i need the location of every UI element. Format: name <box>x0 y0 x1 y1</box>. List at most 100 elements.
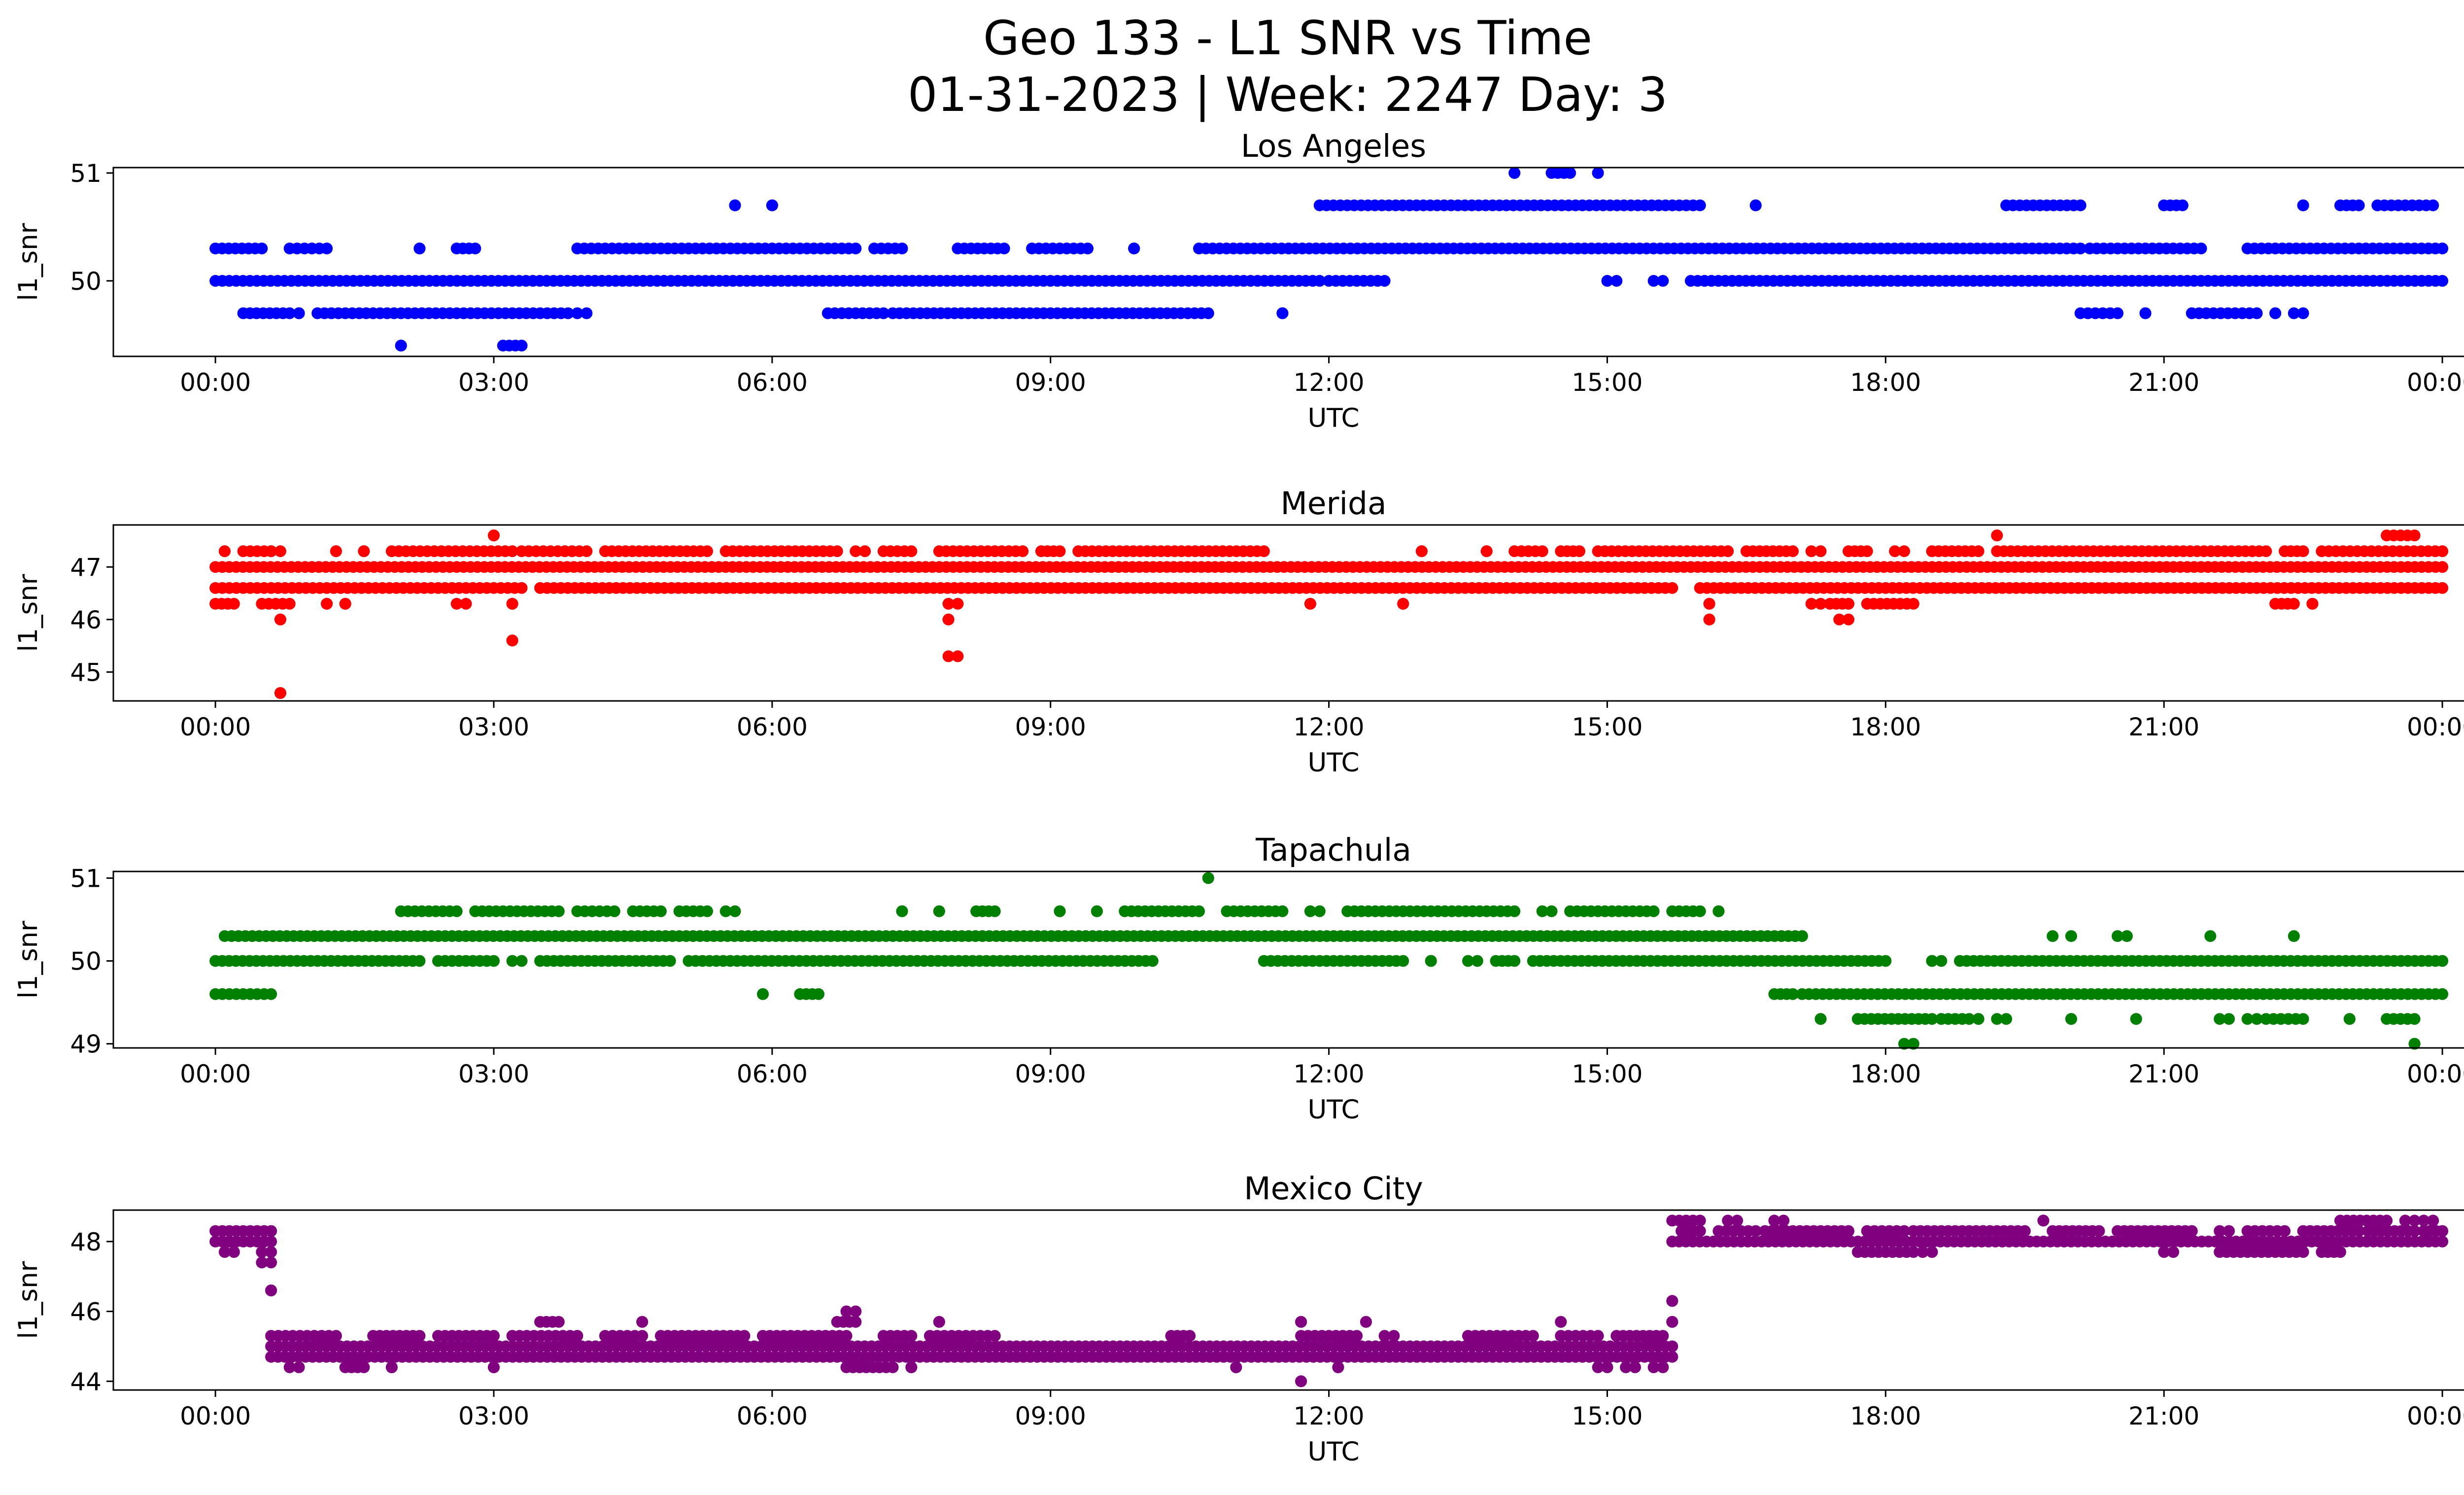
data-point <box>469 243 481 255</box>
data-point <box>2279 1225 2291 1237</box>
data-point <box>1657 275 1669 287</box>
x-tick-label: 00:00 <box>180 368 251 397</box>
figure-title-line2: 01-31-2023 | Week: 2247 Day: 3 <box>908 68 1668 122</box>
data-point <box>1666 582 1678 594</box>
data-point <box>2306 597 2319 610</box>
data-point <box>2241 1013 2254 1025</box>
data-point <box>998 243 1010 255</box>
data-point <box>1184 1330 1196 1342</box>
data-point <box>2186 1225 2198 1237</box>
data-point <box>831 545 843 557</box>
data-point <box>274 545 286 557</box>
data-point <box>1666 1316 1678 1328</box>
data-point <box>1397 955 1409 967</box>
x-tick-label: 21:00 <box>2128 1402 2199 1430</box>
data-point <box>1128 243 1140 255</box>
data-point <box>330 545 342 557</box>
x-tick-label: 21:00 <box>2128 368 2199 397</box>
data-point <box>757 988 769 1000</box>
data-point <box>506 545 518 557</box>
data-point <box>1898 1225 1910 1237</box>
data-point <box>942 650 955 662</box>
y-tick-label: 47 <box>70 553 102 582</box>
x-tick-label: 00:00 <box>180 1060 251 1088</box>
y-tick-label: 50 <box>70 267 102 296</box>
data-point <box>608 905 620 917</box>
data-point <box>1666 1340 1678 1353</box>
data-point <box>850 243 862 255</box>
data-point <box>1082 243 1094 255</box>
data-point <box>729 199 741 211</box>
data-point <box>2214 1013 2226 1025</box>
x-tick-label: 21:00 <box>2128 713 2199 741</box>
data-point <box>1545 905 1558 917</box>
subplot-title: Mexico City <box>1244 1171 1423 1207</box>
subplot-title: Merida <box>1280 486 1386 522</box>
data-point <box>256 1246 268 1258</box>
axes-frame <box>112 167 2464 357</box>
x-tick-label: 06:00 <box>737 713 808 741</box>
data-point <box>2167 1246 2179 1258</box>
data-point <box>2334 1246 2346 1258</box>
data-point <box>2399 1215 2411 1227</box>
data-point <box>766 199 778 211</box>
data-point <box>2112 307 2123 319</box>
data-point <box>1601 1361 1613 1373</box>
data-point <box>2436 545 2449 557</box>
data-point <box>488 529 500 542</box>
data-point <box>1054 905 1066 917</box>
y-tick-label: 46 <box>70 1298 102 1326</box>
x-tick-label: 12:00 <box>1294 1060 1365 1088</box>
data-point <box>1749 199 1762 211</box>
data-point <box>1601 275 1613 287</box>
series-points <box>209 167 2449 352</box>
data-point <box>358 545 370 557</box>
data-point <box>2093 1225 2105 1237</box>
data-point <box>2408 1038 2421 1050</box>
data-point <box>1861 545 1873 557</box>
data-point <box>1833 613 1846 626</box>
data-point <box>274 613 286 626</box>
data-point <box>265 1235 277 1248</box>
data-point <box>1657 1361 1669 1373</box>
data-point <box>2074 243 2087 255</box>
x-tick-label: 15:00 <box>1572 1402 1643 1430</box>
data-point <box>1351 1330 1363 1342</box>
x-axis-label: UTC <box>1307 1095 1359 1125</box>
data-point <box>1564 167 1576 179</box>
data-point <box>2019 1225 2031 1237</box>
data-point <box>1313 905 1326 917</box>
x-tick-label: 00:00 <box>2407 1060 2464 1088</box>
data-point <box>1805 597 1817 610</box>
data-point <box>1202 872 1214 884</box>
x-tick-label: 09:00 <box>1015 1060 1086 1088</box>
data-point <box>358 1361 370 1373</box>
data-point <box>1508 167 1521 179</box>
data-point <box>1907 597 1919 610</box>
data-point <box>1610 275 1623 287</box>
data-point <box>2408 529 2421 542</box>
x-axis-label: UTC <box>1307 748 1359 778</box>
data-point <box>413 243 426 255</box>
data-point <box>1425 955 1437 967</box>
data-point <box>850 1316 862 1328</box>
data-point <box>1907 1246 1919 1258</box>
data-point <box>339 597 351 610</box>
data-point <box>1926 955 1938 967</box>
data-point <box>2297 1246 2309 1258</box>
data-point <box>2408 1215 2421 1227</box>
subplot-merida: Merida 00:00 03:00 06:00 09:00 12:00 15:00 18:0… <box>13 486 2464 778</box>
data-point <box>2436 988 2449 1000</box>
data-point <box>562 307 574 319</box>
data-point <box>218 545 231 557</box>
y-tick-label: 49 <box>70 1030 102 1059</box>
subplots: Los Angeles 00:00 03:00 06:00 09:00 12:00 15:0… <box>13 128 2464 1467</box>
data-point <box>571 307 583 319</box>
data-point <box>321 597 333 610</box>
data-point <box>2074 199 2087 211</box>
x-tick-label: 00:00 <box>2407 1402 2464 1430</box>
data-point <box>218 1246 231 1258</box>
data-point <box>1722 1215 1734 1227</box>
data-point <box>1731 1215 1744 1227</box>
data-point <box>1991 529 2003 542</box>
